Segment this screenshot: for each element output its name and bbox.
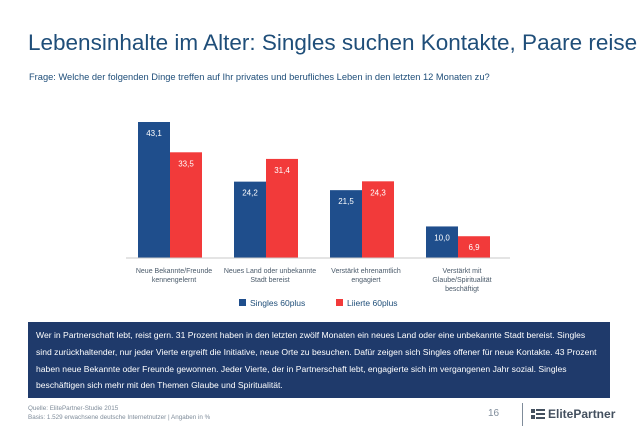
- category-label: engagiert: [351, 277, 380, 284]
- data-label: 21,5: [338, 197, 354, 206]
- bar-liierte-3: [458, 236, 490, 258]
- bar-singles-2: [330, 190, 362, 258]
- data-label: 10,0: [434, 233, 450, 242]
- source-line: Quelle: ElitePartner-Studie 2015: [28, 405, 119, 412]
- bar-singles-0: [138, 122, 170, 258]
- bar-liierte-2: [362, 181, 394, 258]
- category-label: Stadt bereist: [250, 277, 289, 284]
- data-label: 6,9: [468, 243, 480, 252]
- data-label: 31,4: [274, 166, 290, 175]
- survey-question: Frage: Welche der folgenden Dinge treffe…: [29, 72, 490, 82]
- category-label: Neues Land oder unbekannte: [224, 268, 316, 275]
- page-title: Lebensinhalte im Alter: Singles suchen K…: [28, 30, 638, 55]
- bar-chart: 43,1 33,5 Neue Bekannte/Freunde kennengeler…: [126, 122, 510, 308]
- bar-singles-3: [426, 226, 458, 258]
- data-label: 33,5: [178, 159, 194, 168]
- data-label: 24,2: [242, 189, 258, 198]
- legend-label-singles: Singles 60plus: [250, 298, 305, 308]
- category-label: Glaube/Spiritualität: [432, 277, 491, 284]
- category-label: beschäftigt: [445, 286, 479, 293]
- bar-singles-1: [234, 181, 266, 258]
- category-label: kennengelernt: [152, 277, 196, 284]
- bar-liierte-1: [266, 158, 298, 258]
- data-label: 24,3: [370, 188, 386, 197]
- basis-line: Basis: 1.529 erwachsene deutsche Interne…: [28, 414, 211, 421]
- summary-text-box: Wer in Partnerschaft lebt, reist gern. 3…: [28, 322, 610, 398]
- data-label: 43,1: [146, 129, 162, 138]
- legend-swatch-liierte: [336, 299, 343, 306]
- legend-swatch-singles: [239, 299, 246, 306]
- page-number: 16: [488, 408, 500, 419]
- logo-text: ElitePartner: [548, 407, 616, 421]
- logo-icon: [531, 409, 545, 419]
- footer-divider: [522, 403, 523, 426]
- bar-liierte-0: [170, 152, 202, 258]
- elitepartner-logo: ElitePartner: [531, 407, 615, 421]
- footer-source: Quelle: ElitePartner-Studie 2015 Basis: …: [28, 404, 210, 422]
- category-label: Verstärkt ehrenamtlich: [331, 268, 401, 275]
- category-label: Neue Bekannte/Freunde: [136, 268, 212, 275]
- category-label: Verstärkt mit: [443, 268, 482, 275]
- legend-label-liierte: Liierte 60plus: [347, 298, 398, 308]
